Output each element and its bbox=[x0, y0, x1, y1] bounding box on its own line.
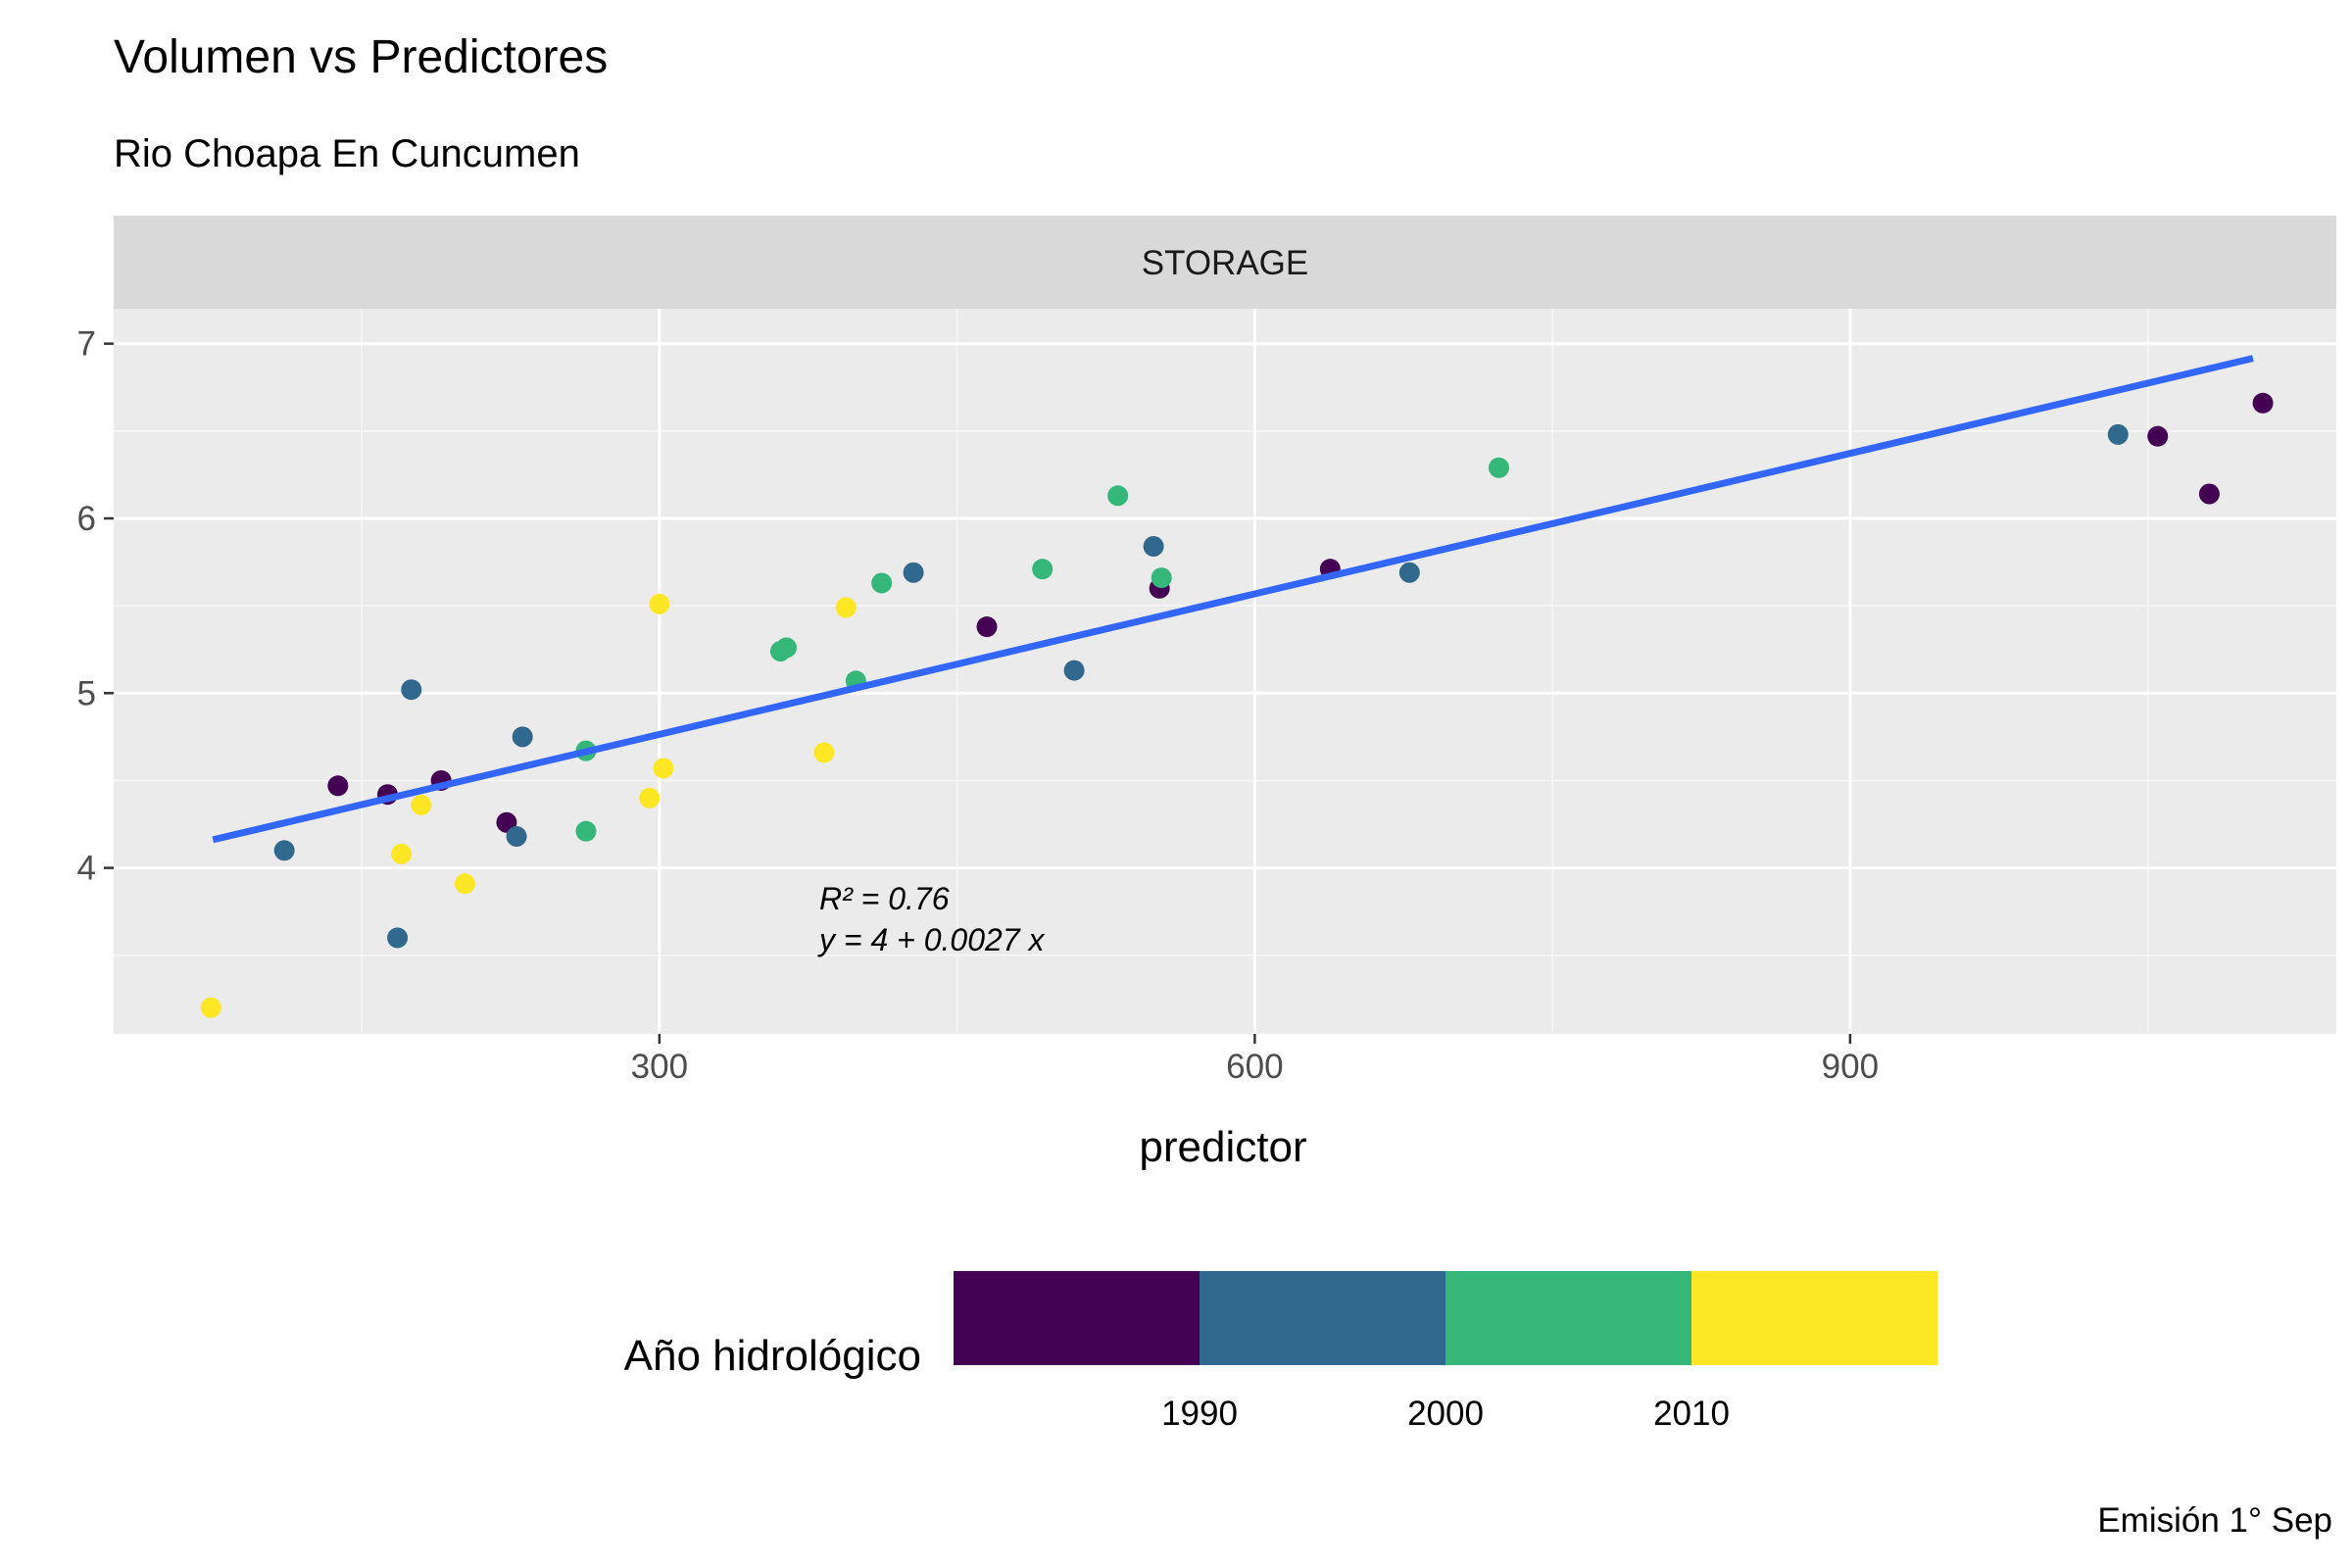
data-points bbox=[200, 392, 2274, 1018]
caption: Emisión 1° Sep bbox=[2097, 1501, 2332, 1540]
data-point bbox=[575, 820, 597, 842]
minor-gridlines bbox=[114, 309, 2336, 1034]
data-point bbox=[506, 826, 527, 848]
y-tick-label: 6 bbox=[77, 500, 96, 538]
data-point bbox=[391, 843, 413, 864]
legend-swatch bbox=[1200, 1271, 1446, 1365]
legend-labels: 1990 2000 2010 bbox=[1161, 1395, 1730, 1433]
data-point bbox=[903, 562, 924, 583]
data-point bbox=[1063, 660, 1085, 681]
y-tick-label: 7 bbox=[77, 325, 96, 364]
data-point bbox=[813, 742, 835, 763]
data-point bbox=[1143, 536, 1164, 558]
regression-line bbox=[212, 355, 2254, 844]
y-tick-label: 4 bbox=[77, 850, 96, 888]
y-axis: 4 5 6 7 bbox=[77, 325, 114, 888]
data-point bbox=[1032, 559, 1054, 580]
legend-colorbar bbox=[954, 1271, 1938, 1365]
regression-annotation: R² = 0.76 y = 4 + 0.0027 x bbox=[817, 881, 1046, 957]
data-point bbox=[1151, 567, 1172, 589]
data-point bbox=[512, 726, 533, 748]
x-tick-label: 600 bbox=[1226, 1048, 1283, 1086]
x-tick-label: 300 bbox=[631, 1048, 688, 1086]
data-point bbox=[327, 775, 349, 797]
facet-strip-label: STORAGE bbox=[1142, 244, 1309, 282]
data-point bbox=[2252, 392, 2274, 414]
equation-label: y = 4 + 0.0027 x bbox=[817, 922, 1046, 957]
data-point bbox=[273, 840, 295, 861]
data-point bbox=[387, 927, 409, 949]
data-point bbox=[835, 597, 857, 618]
legend-swatch bbox=[1446, 1271, 1692, 1365]
legend-title: Año hidrológico bbox=[624, 1332, 921, 1380]
x-tick-label: 900 bbox=[1822, 1048, 1879, 1086]
facet-strip bbox=[114, 216, 2336, 309]
x-axis-title: predictor bbox=[1139, 1123, 1306, 1171]
data-point bbox=[2107, 423, 2129, 445]
major-gridlines bbox=[114, 309, 2336, 1034]
legend-break-label: 1990 bbox=[1161, 1395, 1238, 1433]
data-point bbox=[200, 997, 221, 1018]
data-point bbox=[653, 758, 674, 779]
data-point bbox=[976, 616, 998, 638]
data-point bbox=[775, 637, 797, 659]
data-point bbox=[2198, 483, 2220, 505]
x-axis: 300 600 900 bbox=[631, 1034, 1879, 1086]
data-point bbox=[871, 572, 893, 594]
data-point bbox=[1488, 457, 1509, 478]
legend-break-label: 2000 bbox=[1407, 1395, 1484, 1433]
legend-swatch bbox=[1691, 1271, 1938, 1365]
data-point bbox=[1107, 485, 1129, 507]
chart-title: Volumen vs Predictores bbox=[114, 31, 608, 83]
y-tick-label: 5 bbox=[77, 674, 96, 712]
data-point bbox=[411, 794, 432, 815]
data-point bbox=[454, 873, 475, 895]
legend-swatch bbox=[954, 1271, 1200, 1365]
data-point bbox=[2147, 425, 2169, 447]
fit-line bbox=[212, 355, 2254, 844]
chart-subtitle: Rio Choapa En Cuncumen bbox=[114, 132, 580, 175]
data-point bbox=[1398, 562, 1420, 583]
legend-break-label: 2010 bbox=[1653, 1395, 1730, 1433]
r-squared-label: R² = 0.76 bbox=[819, 881, 950, 916]
data-point bbox=[401, 679, 422, 701]
data-point bbox=[649, 593, 670, 614]
data-point bbox=[639, 787, 661, 808]
